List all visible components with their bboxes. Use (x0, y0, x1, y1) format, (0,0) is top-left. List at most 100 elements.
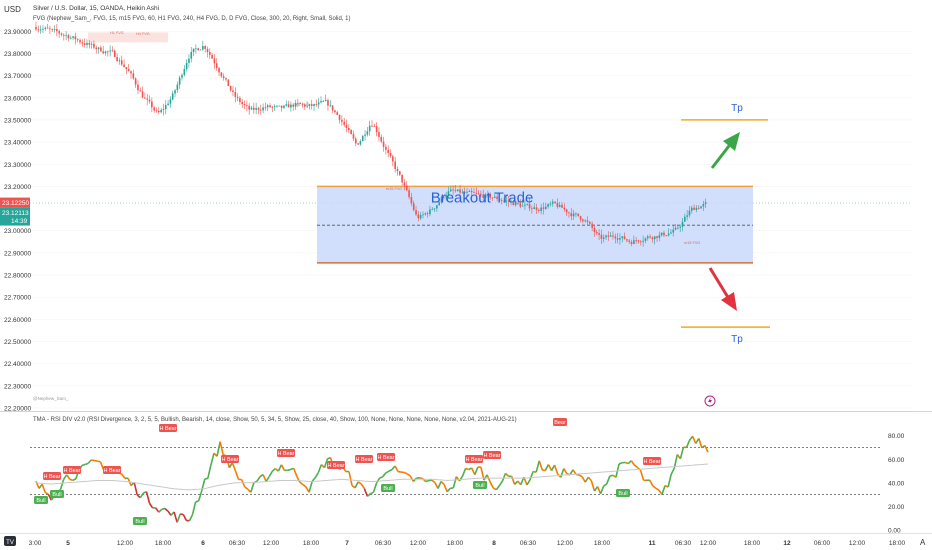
candle-body (42, 28, 44, 30)
rsi-line-segment (698, 438, 703, 449)
time-axis[interactable]: 3:00 5 12:00 18:00 6 06:30 12:00 18:00 7 06:30 12:… (29, 540, 906, 547)
svg-text:H Bear: H Bear (221, 457, 238, 463)
rsi-line-segment (216, 441, 221, 457)
auto-scale-button[interactable]: A (920, 538, 926, 547)
rsi-line-segment (372, 482, 378, 493)
rsi-line-segment (670, 467, 675, 475)
candle-body (466, 191, 468, 193)
candle-body (378, 132, 380, 137)
rsi-tick-label: 80.00 (888, 433, 905, 440)
candle-body (345, 124, 348, 129)
tradingview-logo-icon[interactable]: TV (4, 536, 16, 546)
rsi-line-segment (66, 474, 71, 480)
candle-body (487, 193, 489, 195)
rsi-line-segment (81, 463, 86, 467)
candle-body (422, 214, 424, 216)
time-tick-label: 12:00 (263, 540, 280, 547)
candle-body (51, 29, 54, 30)
candle-body (686, 215, 688, 217)
candle-body (644, 238, 647, 241)
candle-body (317, 102, 320, 105)
rsi-line-segment (569, 469, 574, 476)
candle-body (621, 236, 624, 239)
candle-body (677, 227, 679, 229)
time-tick-label: 18:00 (889, 540, 906, 547)
candle-body (382, 141, 385, 147)
candle-body (241, 102, 244, 105)
rsi-title: TMA - RSI DIV v2.0 (RSI Divergence, 3, 2… (33, 417, 517, 423)
rsi-line-segment (182, 514, 188, 521)
rsi-line-segment (685, 439, 691, 448)
rsi-line-segment (290, 467, 295, 471)
candle-body (167, 103, 169, 106)
candle-body (558, 204, 561, 207)
candle-body (39, 29, 42, 31)
candle-body (531, 208, 533, 210)
rsi-line-segment (323, 458, 329, 468)
candle-body (310, 104, 313, 106)
candle-body (308, 104, 311, 106)
candle-body (139, 90, 142, 92)
up-arrow-icon[interactable] (710, 132, 740, 169)
candle-body (72, 36, 74, 38)
candle-body (679, 226, 682, 228)
candle-body (612, 235, 614, 237)
candle-body (151, 101, 153, 108)
candle-body (410, 197, 413, 204)
rsi-line-segment (633, 464, 638, 469)
candle-body (468, 191, 471, 192)
rsi-line-segment (504, 472, 510, 477)
svg-text:Bull: Bull (618, 491, 627, 497)
candle-body (403, 182, 406, 186)
time-tick-label: 06:00 (814, 540, 831, 547)
candle-body (633, 240, 635, 244)
rsi-line-segment (265, 476, 270, 482)
down-arrow-icon[interactable] (708, 267, 737, 311)
candle-body (570, 213, 573, 217)
candle-body (565, 209, 568, 213)
rsi-line-segment (434, 482, 439, 489)
candle-body (195, 48, 197, 50)
candle-body (602, 237, 605, 239)
rsi-line-segment (277, 464, 283, 472)
candle-body (688, 210, 691, 216)
rsi-axis[interactable]: 80.00 60.00 40.00 20.00 0.00 (888, 433, 905, 534)
candle-body (651, 237, 654, 240)
alert-icon[interactable] (704, 395, 716, 407)
candle-body (642, 240, 644, 242)
candle-body (236, 96, 239, 99)
candle-body (544, 206, 547, 209)
h-bear-label: H Bear (327, 461, 345, 469)
candle-body (482, 194, 485, 198)
candle-body (162, 109, 165, 111)
candle-body (598, 233, 600, 235)
h-bear-label: H Bear (355, 455, 373, 463)
breakout-box[interactable] (317, 186, 753, 263)
candle-body (616, 238, 619, 240)
rsi-line-segment (529, 471, 534, 481)
candle-body (324, 99, 327, 102)
candle-body (646, 236, 649, 239)
price-axis[interactable]: 23.90000 23.80000 23.70000 23.60000 23.50000… (0, 29, 31, 413)
candle-body (704, 202, 707, 205)
candle-body (76, 39, 79, 41)
bull-label: Bull (34, 496, 48, 504)
price-panel[interactable]: Breakout Trade Tp Tp H4 FVG H1 FVG H1 FVG m15 … (30, 21, 912, 409)
annotation-layer: Breakout Trade Tp Tp H4 FVG H1 FVG H1 FVG m15 … (110, 31, 770, 345)
candle-body (303, 104, 306, 107)
candle-body (684, 216, 686, 222)
candle-body (702, 204, 705, 207)
candle-body (132, 73, 135, 79)
rsi-line-segment (155, 507, 160, 513)
rsi-line-segment (547, 464, 553, 472)
candle-body (547, 204, 549, 207)
price-tick-label: 22.50000 (4, 339, 31, 346)
candle-body (327, 99, 329, 106)
candle-body (443, 197, 445, 199)
candle-body (371, 125, 373, 127)
candle-body (292, 104, 295, 107)
fvg-label: m15 FVG (386, 187, 402, 191)
candle-body (178, 77, 181, 85)
rsi-line-segment (195, 500, 199, 503)
